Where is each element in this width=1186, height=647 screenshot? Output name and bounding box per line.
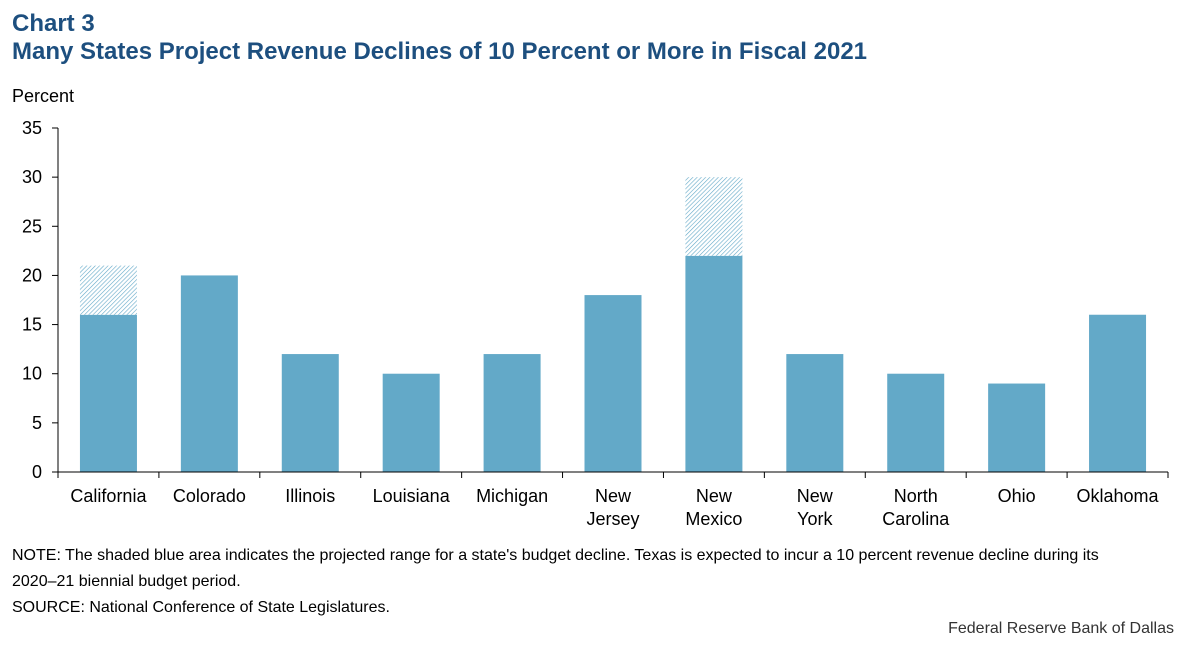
x-tick-label: Carolina [882, 509, 950, 529]
x-tick-label: Michigan [476, 486, 548, 506]
y-tick-label: 25 [22, 216, 42, 236]
plot-area: 0 5 10 15 20 25 30 35 California Colorado Illinois… [22, 118, 1169, 529]
bar [887, 373, 945, 472]
credit: Federal Reserve Bank of Dallas [948, 620, 1174, 637]
x-tick-label: Illinois [285, 486, 335, 506]
bar [180, 275, 238, 472]
title-block: Chart 3 Many States Project Revenue Decl… [12, 10, 867, 66]
notes: NOTE: The shaded blue area indicates the… [12, 543, 1132, 621]
bar [988, 383, 1046, 472]
x-tick-label: North [894, 486, 938, 506]
bar [79, 314, 137, 472]
note-text: NOTE: The shaded blue area indicates the… [12, 547, 1099, 590]
y-tick-label: 5 [32, 413, 42, 433]
y-tick-label: 15 [22, 315, 42, 335]
y-tick-label: 20 [22, 265, 42, 285]
y-tick-label: 10 [22, 364, 42, 384]
bar-chart: 0 5 10 15 20 25 30 35 California Colorado Illinois… [22, 118, 1169, 529]
bar-range [685, 177, 743, 256]
bar [483, 354, 541, 472]
bar [685, 255, 743, 472]
bar-range [79, 265, 137, 315]
x-tick-label: Ohio [998, 486, 1036, 506]
x-tick-label: New [696, 486, 733, 506]
y-tick-label: 30 [22, 167, 42, 187]
x-tick-label: Mexico [685, 509, 742, 529]
source-text: SOURCE: National Conference of State Leg… [12, 599, 390, 616]
bar [1089, 314, 1147, 472]
chart-number: Chart 3 [12, 10, 95, 37]
x-tick-label: California [70, 486, 147, 506]
x-tick-label: Jersey [586, 509, 639, 529]
bar [786, 354, 844, 472]
bar [281, 354, 339, 472]
chart-title: Many States Project Revenue Declines of … [12, 38, 868, 65]
x-tick-label: New [797, 486, 834, 506]
y-tick-label: 35 [22, 118, 42, 138]
y-tick-label: 0 [32, 462, 42, 482]
x-tick-label: Colorado [173, 486, 246, 506]
x-tick-label: York [797, 509, 833, 529]
bar [382, 373, 440, 472]
x-tick-label: Louisiana [373, 486, 451, 506]
bar [584, 295, 642, 472]
x-tick-label: Oklahoma [1077, 486, 1160, 506]
y-axis-unit-label: Percent [12, 86, 75, 106]
x-tick-label: New [595, 486, 632, 506]
